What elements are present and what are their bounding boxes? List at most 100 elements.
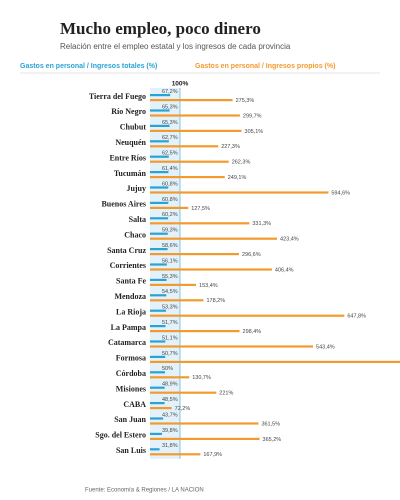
category-label: Neuquén [115,138,146,147]
bar [150,345,314,348]
bar [150,206,189,209]
bar [150,355,166,358]
bar [150,299,204,302]
value-label: 53,3% [162,305,178,311]
bar [150,124,170,127]
category-label: Catamarca [108,338,146,347]
value-label: 61,4% [162,166,178,172]
value-label: 60,8% [162,181,178,187]
bar [150,386,165,389]
category-label: Sgo. del Estero [95,431,146,440]
category-label: San Luis [116,446,146,455]
bar [150,160,229,163]
category-label: La Pampa [111,323,146,332]
legend-entry: Gastos en personal / Ingresos propios (%… [195,63,335,70]
category-label: Corrientes [110,261,146,270]
category-label: CABA [123,400,146,409]
bar [150,360,400,363]
bar [150,422,259,425]
value-label: 299,7% [243,113,262,119]
value-label: 275,3% [236,98,255,104]
category-label: Santa Cruz [107,246,146,255]
value-label: 59,3% [162,228,178,234]
value-label: 65,3% [162,104,178,110]
value-label: 361,5% [261,421,280,427]
source: Fuente: Economía & Regiones / LA NACION [85,488,204,494]
value-label: 48,9% [162,382,178,388]
bar [150,283,197,286]
bar [150,232,168,235]
value-label: 298,4% [243,329,262,335]
value-label: 65,3% [162,120,178,126]
category-label: La Rioja [116,307,146,316]
bar [150,222,250,225]
value-label: 647,8% [347,314,366,320]
bar [150,294,167,297]
chart-title: Mucho empleo, poco dinero [60,19,261,38]
bar [150,309,166,312]
value-label: 249,1% [228,175,247,181]
value-label: 167,9% [203,452,222,458]
bar [150,391,217,394]
category-label: Chubut [120,123,147,132]
bar [150,191,329,194]
bar [150,171,169,174]
bar [150,376,190,379]
value-label: 55,3% [162,274,178,280]
bar [150,402,165,405]
value-label: 130,7% [192,375,211,381]
bar [150,453,201,456]
value-label: 48,5% [162,397,178,403]
bar [150,248,168,251]
bar [150,176,225,179]
bar [150,340,166,343]
value-label: 153,4% [199,283,218,289]
value-label: 227,3% [221,144,240,150]
value-label: 31,8% [162,443,178,449]
bar [150,114,240,117]
category-label: Tucumán [114,169,147,178]
reference-band [150,88,180,459]
value-label: 58,6% [162,243,178,249]
value-label: 60,8% [162,197,178,203]
value-label: 423,4% [280,237,299,243]
category-label: Jujuy [126,184,146,193]
category-label: Entre Ríos [109,153,146,162]
bar [150,253,239,256]
value-label: 62,7% [162,135,178,141]
bar [150,129,242,132]
bar [150,432,162,435]
bar [150,94,171,97]
bar [150,99,233,102]
value-label: 406,4% [275,267,294,273]
category-label: Salta [129,215,146,224]
value-label: 594,6% [331,190,350,196]
bar [150,437,260,440]
category-label: Chaco [124,230,146,239]
bar [150,314,345,317]
bar [150,330,240,333]
value-label: 51,1% [162,335,178,341]
value-label: 56,1% [162,258,178,264]
category-label: San Juan [114,415,146,424]
reference-label: 100% [172,81,189,88]
bar [150,217,169,220]
value-label: 305,1% [245,129,264,135]
category-label: Santa Fe [116,277,146,286]
value-label: 67,2% [162,89,178,95]
bar [150,109,170,112]
value-label: 60,2% [162,212,178,218]
category-label: Misiones [116,384,146,393]
bar [150,140,169,143]
value-label: 543,4% [316,344,335,350]
value-label: 54,5% [162,289,178,295]
bar [150,155,169,158]
category-label: Tierra del Fuego [89,92,146,101]
value-label: 365,2% [263,437,282,443]
bar [150,407,172,410]
value-label: 178,2% [206,298,225,304]
category-label: Formosa [116,354,146,363]
bar [150,325,166,328]
value-label: 50% [162,366,173,372]
